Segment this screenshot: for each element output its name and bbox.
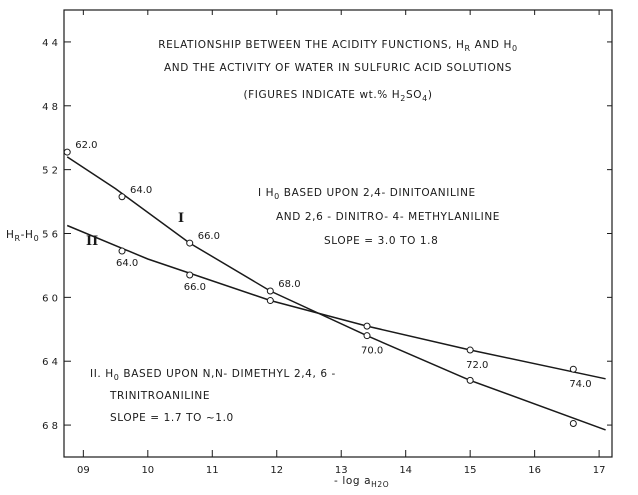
- x-tick-label: 13: [335, 465, 348, 476]
- note-I-line-2: AND 2,6 - DINITRO- 4- METHYLANILINE: [276, 211, 500, 223]
- title-subscript-0: 0: [512, 44, 518, 53]
- data-label: 74.0: [569, 379, 591, 390]
- note-II-line-1: II. H0 BASED UPON N,N- DIMETHYL 2,4, 6 -: [90, 368, 336, 382]
- series-line-II: [66, 224, 606, 380]
- y-tick-label: 4 4: [42, 38, 58, 49]
- curve-I-label: I: [178, 211, 184, 226]
- data-point-I: [363, 332, 371, 340]
- x-axis-ticks: 09 10 11 12 13 14 15 16 17: [77, 10, 605, 476]
- point-labels: 62.0 64.0 66.0 68.0 70.0 64.0 66.0 72.0 74.0: [75, 140, 591, 390]
- data-label: 70.0: [361, 346, 383, 357]
- data-label: 64.0: [116, 258, 138, 269]
- title-subscript-4: 4: [422, 94, 428, 103]
- y-tick-label: 5 2: [42, 166, 58, 177]
- data-point-II: [569, 365, 577, 373]
- x-tick-label: 17: [593, 465, 606, 476]
- chart-title-line-3: (FIGURES INDICATE wt.% H2SO4): [243, 89, 432, 103]
- data-point-I: [569, 419, 577, 427]
- x-axis-label: - log aH2O: [334, 475, 389, 489]
- y-axis-ticks: 4 4 4 8 5 2 5 6 6 0 6 4 6 8: [42, 38, 612, 432]
- x-tick-label: 10: [141, 465, 154, 476]
- note-I-subscript: 0: [274, 192, 280, 201]
- x-tick-label: 11: [206, 465, 219, 476]
- y-tick-label: 4 8: [42, 102, 58, 113]
- data-point-II: [118, 247, 126, 255]
- data-point-I: [186, 239, 194, 247]
- y-tick-label: 6 8: [42, 421, 58, 432]
- y-tick-label: 6 0: [42, 293, 58, 304]
- note-I-line-1: I H0 BASED UPON 2,4- DINITOANILINE: [258, 187, 476, 201]
- data-label: 72.0: [466, 360, 488, 371]
- data-point-I: [118, 193, 126, 201]
- data-markers: [63, 148, 577, 427]
- y-axis-label: HR-H0: [6, 229, 39, 243]
- title-subscript-2: 2: [400, 94, 406, 103]
- chart-title-line-2: AND THE ACTIVITY OF WATER IN SULFURIC AC…: [164, 62, 512, 74]
- data-point-II: [466, 346, 474, 354]
- data-label: 66.0: [184, 282, 206, 293]
- chart-title-line-1: RELATIONSHIP BETWEEN THE ACIDITY FUNCTIO…: [158, 39, 517, 53]
- note-II-line-3: SLOPE = 1.7 TO ~1.0: [110, 412, 234, 424]
- note-I-line-3: SLOPE = 3.0 TO 1.8: [324, 235, 438, 247]
- curve-II-label: II: [86, 234, 98, 249]
- x-tick-label: 14: [399, 465, 412, 476]
- x-tick-label: 16: [528, 465, 541, 476]
- x-tick-label: 15: [464, 465, 477, 476]
- y-tick-label: 5 6: [42, 230, 58, 241]
- data-point-II: [266, 297, 274, 305]
- x-tick-label: 12: [270, 465, 283, 476]
- y-tick-label: 6 4: [42, 357, 58, 368]
- data-label: 68.0: [278, 279, 300, 290]
- data-point-II: [363, 322, 371, 330]
- data-label: 64.0: [130, 185, 152, 196]
- data-point-I: [63, 148, 71, 156]
- note-II-subscript: 0: [114, 373, 120, 382]
- data-point-I: [266, 287, 274, 295]
- x-axis-label-subscript: H2O: [371, 480, 389, 489]
- data-label: 66.0: [198, 231, 220, 242]
- data-label: 62.0: [75, 140, 97, 151]
- x-tick-label: 09: [77, 465, 90, 476]
- data-point-II: [186, 271, 194, 279]
- note-II-line-2: TRINITROANILINE: [109, 390, 210, 402]
- title-subscript-R: R: [465, 44, 471, 53]
- data-point-I: [466, 376, 474, 384]
